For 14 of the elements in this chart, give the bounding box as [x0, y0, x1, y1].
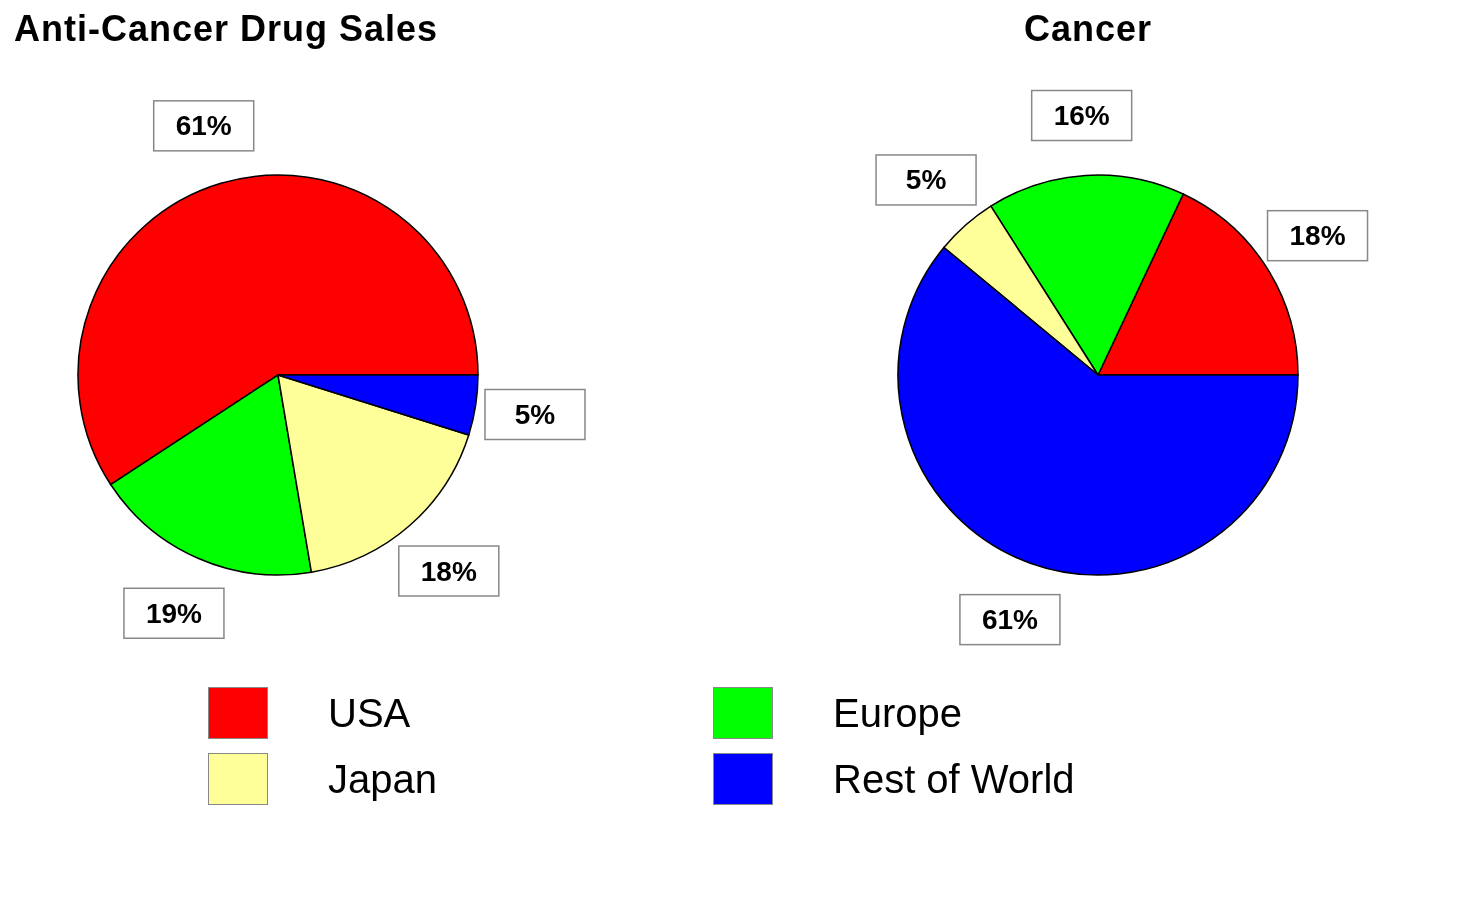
data-label: 61%	[175, 110, 232, 142]
data-label: 18%	[420, 555, 477, 587]
chart-title: Cancer	[1022, 8, 1154, 50]
legend-label: Japan	[328, 756, 437, 802]
chart-title: Anti-Cancer Drug Sales	[13, 8, 440, 50]
legend-label: Europe	[833, 690, 962, 736]
data-label: 18%	[1289, 220, 1346, 252]
legend-label: Rest of World	[833, 756, 1075, 802]
data-label: 16%	[1053, 100, 1110, 132]
data-label: 5%	[905, 164, 947, 196]
data-label: 61%	[981, 604, 1039, 636]
legend-label: USA	[328, 690, 411, 736]
data-label: 19%	[145, 597, 203, 629]
data-label: 5%	[514, 399, 556, 430]
